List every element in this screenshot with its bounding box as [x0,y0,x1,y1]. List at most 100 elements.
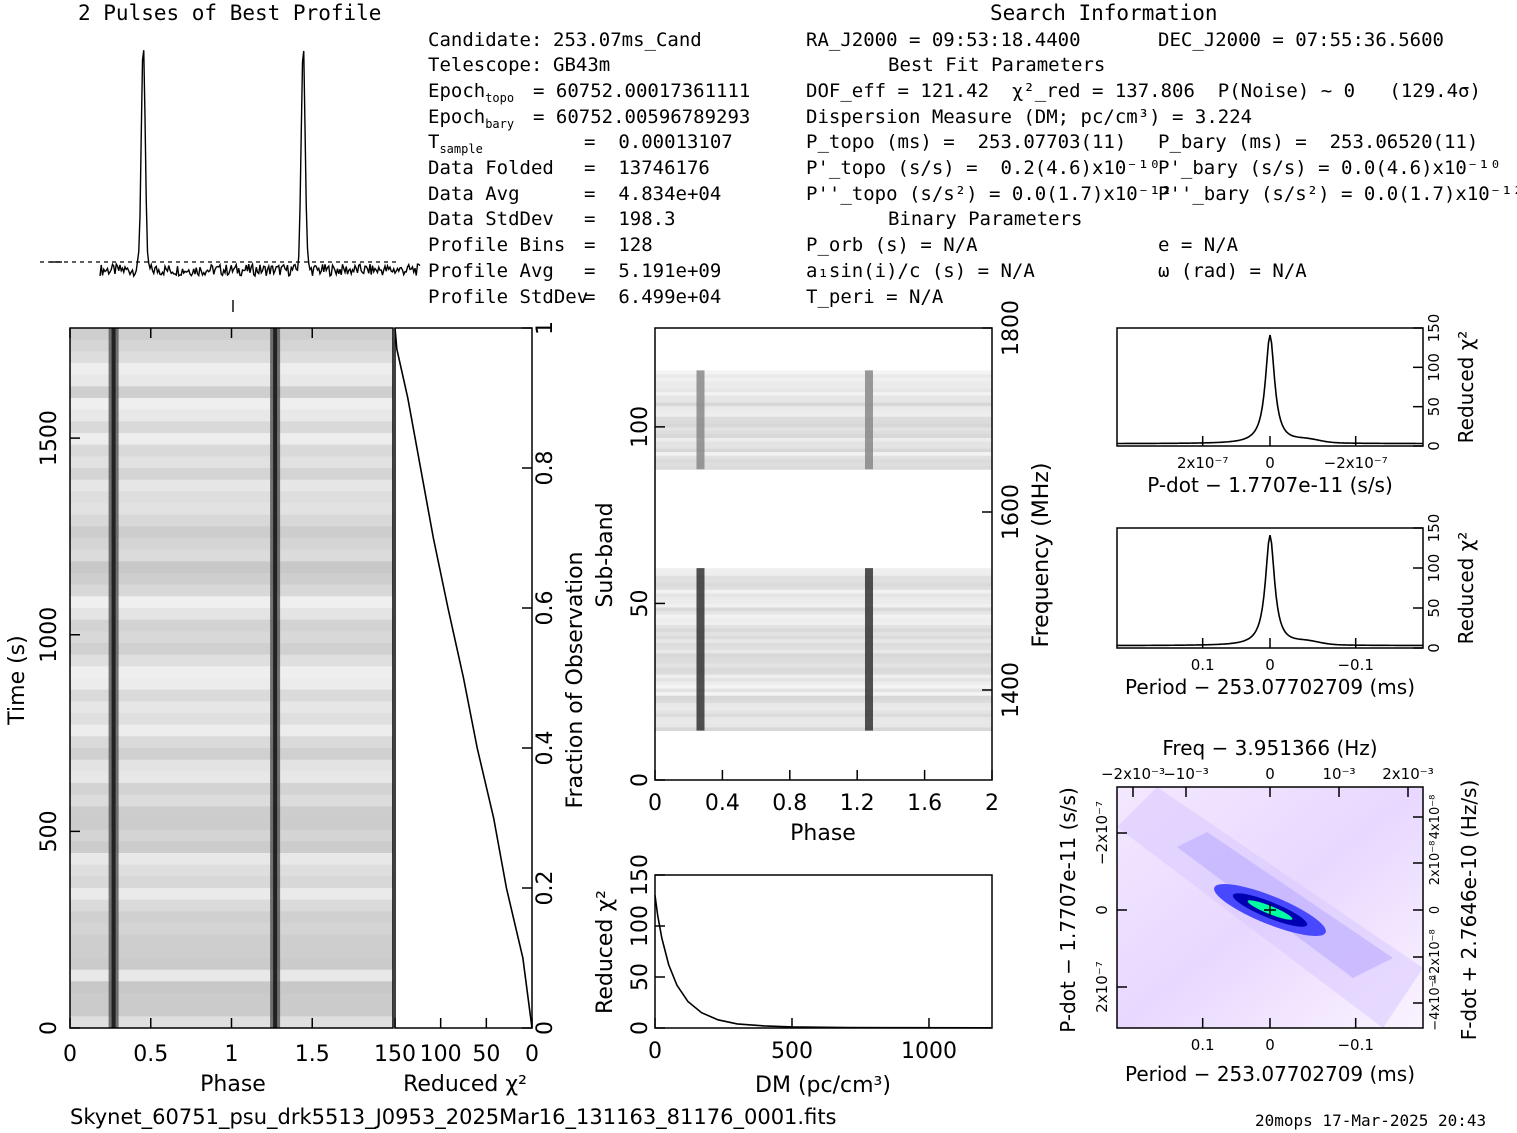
time-phase-row [70,678,393,691]
time-phase-ytick-label: 500 [37,810,62,852]
pulse-core-1 [111,328,116,1028]
subband-row [655,719,992,724]
cube-x2tick-label: 0 [1265,765,1275,783]
subband-row [655,691,992,696]
time-phase-row [70,514,393,527]
subband-row [655,380,992,385]
info-ecc: e = N/A [1158,234,1239,256]
time-phase-row [70,596,393,609]
subband-row [655,652,992,657]
info-folded-val: = 13746176 [584,157,710,179]
chi-pdot-xtick-label: 2x10⁻⁷ [1177,454,1228,472]
time-phase-row [70,561,393,574]
subband-row [655,659,992,664]
info-telescope-val: GB43m [553,54,611,76]
chi-period-xlabel: Period − 253.07702709 (ms) [1125,675,1415,699]
time-phase-ytick-label: 1500 [37,410,62,466]
time-phase-row [70,829,393,842]
time-phase-row [70,1004,393,1017]
time-phase-row [70,421,393,434]
subband-row [655,419,992,424]
chi-time-xtick-label: 150 [374,1042,416,1067]
cube-ytick-label: 0 [1093,905,1111,915]
chi-pdot-xtick-label: −2x10⁻⁷ [1324,454,1388,472]
subband-y2tick-label: 1400 [999,662,1024,718]
subband-row [655,465,992,470]
time-phase-xtick-label: 1 [225,1042,239,1067]
cube-xtick-label: −0.1 [1337,1036,1373,1054]
profile-title: 2 Pulses of Best Profile [78,1,382,25]
subband-row [655,617,992,622]
subband-row [655,388,992,393]
time-phase-xtick-label: 1.5 [295,1042,330,1067]
cube-y2tick-label: 4x10⁻⁸ [1428,795,1443,840]
subband-row [655,688,992,693]
chi-period-ylabel: Reduced χ² [1454,532,1478,645]
info-dof: DOF_eff = 121.42 χ²_red = 137.806 P(Nois… [806,80,1481,102]
subband-row [655,681,992,686]
time-phase-row [70,759,393,772]
cube-ytick-label: 2x10⁻⁷ [1093,961,1111,1012]
subband-row [655,667,992,672]
time-phase-row [70,794,393,807]
time-phase-row [70,456,393,469]
time-phase-row [70,631,393,644]
subband-pulse [696,568,705,731]
info-telescope-key: Telescope: [428,54,543,76]
chi-time-xtick-label: 50 [472,1042,500,1067]
chi-time-frame [394,327,533,1029]
time-phase-row [70,643,393,656]
time-phase-row [70,363,393,376]
subband-row [655,649,992,654]
subband-row [655,582,992,587]
binary-title: Binary Parameters [888,208,1083,230]
subband-row [655,645,992,650]
search-title: Search Information [990,1,1218,25]
footer-filename: Skynet_60751_psu_drk5513_J0953_2025Mar16… [70,1105,837,1129]
subband-row [655,444,992,449]
subband-ytick-label: 0 [628,773,653,787]
info-std-key: Data StdDev [428,208,554,230]
cube-y2tick-label: 2x10⁻⁸ [1428,841,1443,886]
subband-row [655,603,992,608]
subband-row [655,684,992,689]
chi-period-trace [1116,534,1424,647]
cube-title: Freq − 3.951366 (Hz) [1162,736,1377,760]
cube-x2tick-label: 10⁻³ [1322,765,1355,783]
subband-pulse [696,370,705,470]
info-tperi: T_peri = N/A [806,286,944,308]
time-phase-row [70,549,393,562]
cube-ylabel: P-dot − 1.7707e-11 (s/s) [1056,787,1080,1033]
chi-time-xlabel: Reduced χ² [403,1072,527,1097]
time-phase-row [70,958,393,971]
cube-xtick-label: 0 [1265,1036,1275,1054]
subband-row [655,592,992,597]
chi-dm-xlabel: DM (pc/cm³) [755,1073,891,1098]
subband-row [655,571,992,576]
subband-pulse [864,568,873,731]
time-phase-row [70,526,393,539]
time-phase-xtick-label: 0 [63,1042,77,1067]
info-candidate-val: 253.07ms_Cand [553,29,702,51]
time-phase-row [70,619,393,632]
cube-y2label: F-dot + 2.7646e-10 (Hz/s) [1457,780,1481,1041]
subband-pulse [864,370,873,470]
info-pstd-val: = 6.499e+04 [584,286,722,308]
info-std-val: = 198.3 [584,208,676,230]
chi-dm-xtick-label: 0 [648,1039,662,1064]
subband-xtick-label: 1.2 [840,791,875,816]
chi-time-ytick-label: 0 [533,1021,558,1035]
subband-row [655,635,992,640]
cube-x2tick-label: −10⁻³ [1163,765,1209,783]
time-phase-row [70,503,393,516]
time-phase-row [70,386,393,399]
subband-y2label: Frequency (MHz) [1029,463,1054,648]
chi-pdot-ytick-label: 0 [1425,441,1443,451]
time-phase-row [70,701,393,714]
time-phase-xlabel: Phase [200,1072,266,1097]
subband-row [655,462,992,467]
subband-row [655,670,992,675]
chi-period-ytick-label: 50 [1425,598,1443,617]
info-pavg-val: = 5.191e+09 [584,260,722,282]
time-phase-row [70,748,393,761]
